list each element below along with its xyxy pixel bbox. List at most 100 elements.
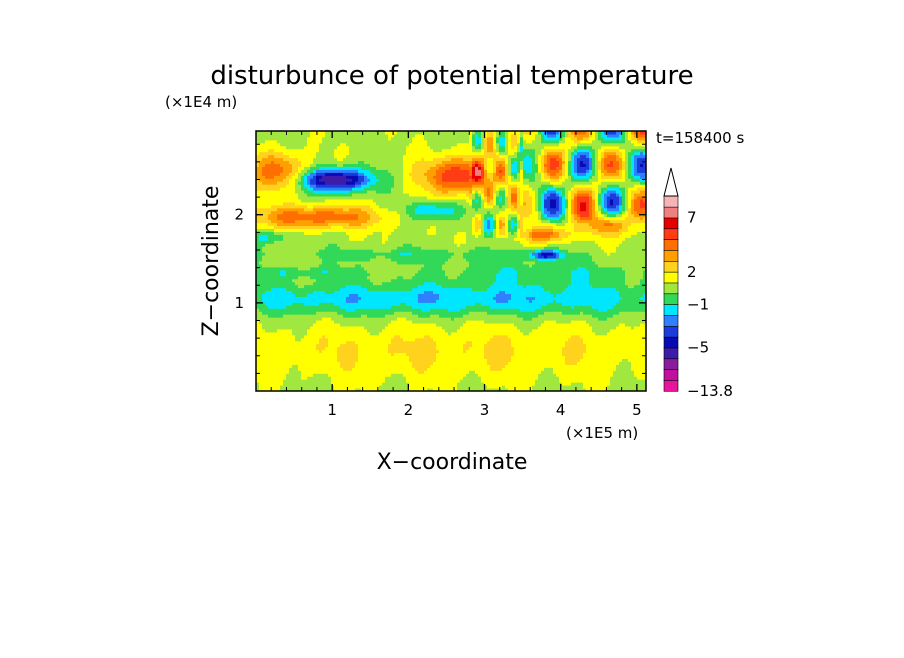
field-cell (379, 358, 383, 362)
field-cell (472, 364, 476, 368)
field-cell (268, 296, 272, 300)
field-cell (280, 367, 284, 371)
field-cell (535, 343, 539, 348)
field-cell (286, 349, 290, 354)
field-cell (364, 355, 368, 359)
field-cell (517, 296, 521, 300)
field-cell (460, 358, 464, 362)
field-cell (574, 281, 578, 286)
field-cell (271, 349, 275, 354)
field-cell (373, 364, 377, 368)
field-cell (340, 281, 344, 286)
field-cell (364, 367, 368, 371)
field-cell (580, 314, 584, 318)
field-cell (493, 326, 497, 330)
field-cell (397, 376, 401, 380)
field-cell (292, 376, 296, 380)
field-cell (547, 346, 551, 351)
field-cell (277, 373, 281, 377)
field-cell (442, 331, 446, 336)
field-cell (514, 379, 518, 383)
field-cell (559, 320, 563, 324)
field-cell (643, 302, 647, 306)
field-cell (532, 281, 536, 286)
field-cell (277, 305, 281, 309)
field-cell (511, 296, 515, 300)
field-cell (307, 340, 311, 345)
field-cell (319, 326, 323, 330)
field-cell (271, 385, 275, 389)
field-cell (316, 364, 320, 368)
field-cell (565, 293, 569, 297)
field-cell (613, 302, 617, 306)
field-cell (289, 388, 293, 392)
field-cell (328, 302, 332, 306)
field-cell (439, 340, 443, 345)
field-cell (478, 311, 482, 315)
field-cell (643, 361, 647, 365)
field-cell (370, 305, 374, 309)
field-cell (616, 382, 620, 386)
field-cell (517, 284, 521, 289)
field-cell (328, 379, 332, 383)
field-cell (625, 323, 629, 327)
field-cell (598, 388, 602, 392)
field-cell (478, 284, 482, 289)
field-cell (346, 293, 350, 297)
field-cell (331, 373, 335, 377)
field-cell (427, 305, 431, 309)
field-cell (472, 299, 476, 303)
field-cell (301, 388, 305, 392)
field-cell (493, 314, 497, 318)
field-cell (529, 382, 533, 386)
field-cell (586, 340, 590, 345)
field-cell (562, 376, 566, 380)
field-cell (457, 296, 461, 300)
field-cell (505, 326, 509, 330)
field-cell (304, 293, 308, 297)
field-cell (427, 379, 431, 383)
field-cell (265, 323, 269, 327)
field-cell (502, 388, 506, 392)
field-cell (592, 373, 596, 377)
field-cell (283, 379, 287, 383)
field-cell (619, 343, 623, 348)
field-cell (598, 323, 602, 327)
field-cell (358, 326, 362, 330)
field-cell (445, 337, 449, 342)
field-cell (514, 388, 518, 392)
field-cell (352, 299, 356, 303)
field-cell (547, 299, 551, 303)
field-cell (280, 317, 284, 321)
field-cell (421, 364, 425, 368)
field-cell (535, 355, 539, 359)
field-cell (412, 311, 416, 315)
field-cell (265, 367, 269, 371)
field-cell (490, 379, 494, 383)
field-cell (607, 290, 611, 294)
field-cell (325, 373, 329, 377)
field-cell (298, 281, 302, 286)
field-cell (535, 287, 539, 292)
field-cell (487, 385, 491, 389)
field-cell (430, 308, 434, 312)
field-cell (484, 364, 488, 368)
field-cell (520, 367, 524, 371)
field-cell (481, 373, 485, 377)
field-cell (388, 278, 392, 283)
field-cell (604, 278, 608, 283)
field-cell (352, 314, 356, 318)
field-cell (259, 328, 263, 333)
field-cell (403, 331, 407, 336)
field-cell (487, 293, 491, 297)
field-cell (268, 281, 272, 286)
field-cell (289, 326, 293, 330)
field-cell (382, 308, 386, 312)
field-cell (610, 376, 614, 380)
field-cell (523, 328, 527, 333)
field-cell (439, 293, 443, 297)
field-cell (643, 343, 647, 348)
field-cell (508, 296, 512, 300)
field-cell (574, 367, 578, 371)
field-cell (463, 314, 467, 318)
